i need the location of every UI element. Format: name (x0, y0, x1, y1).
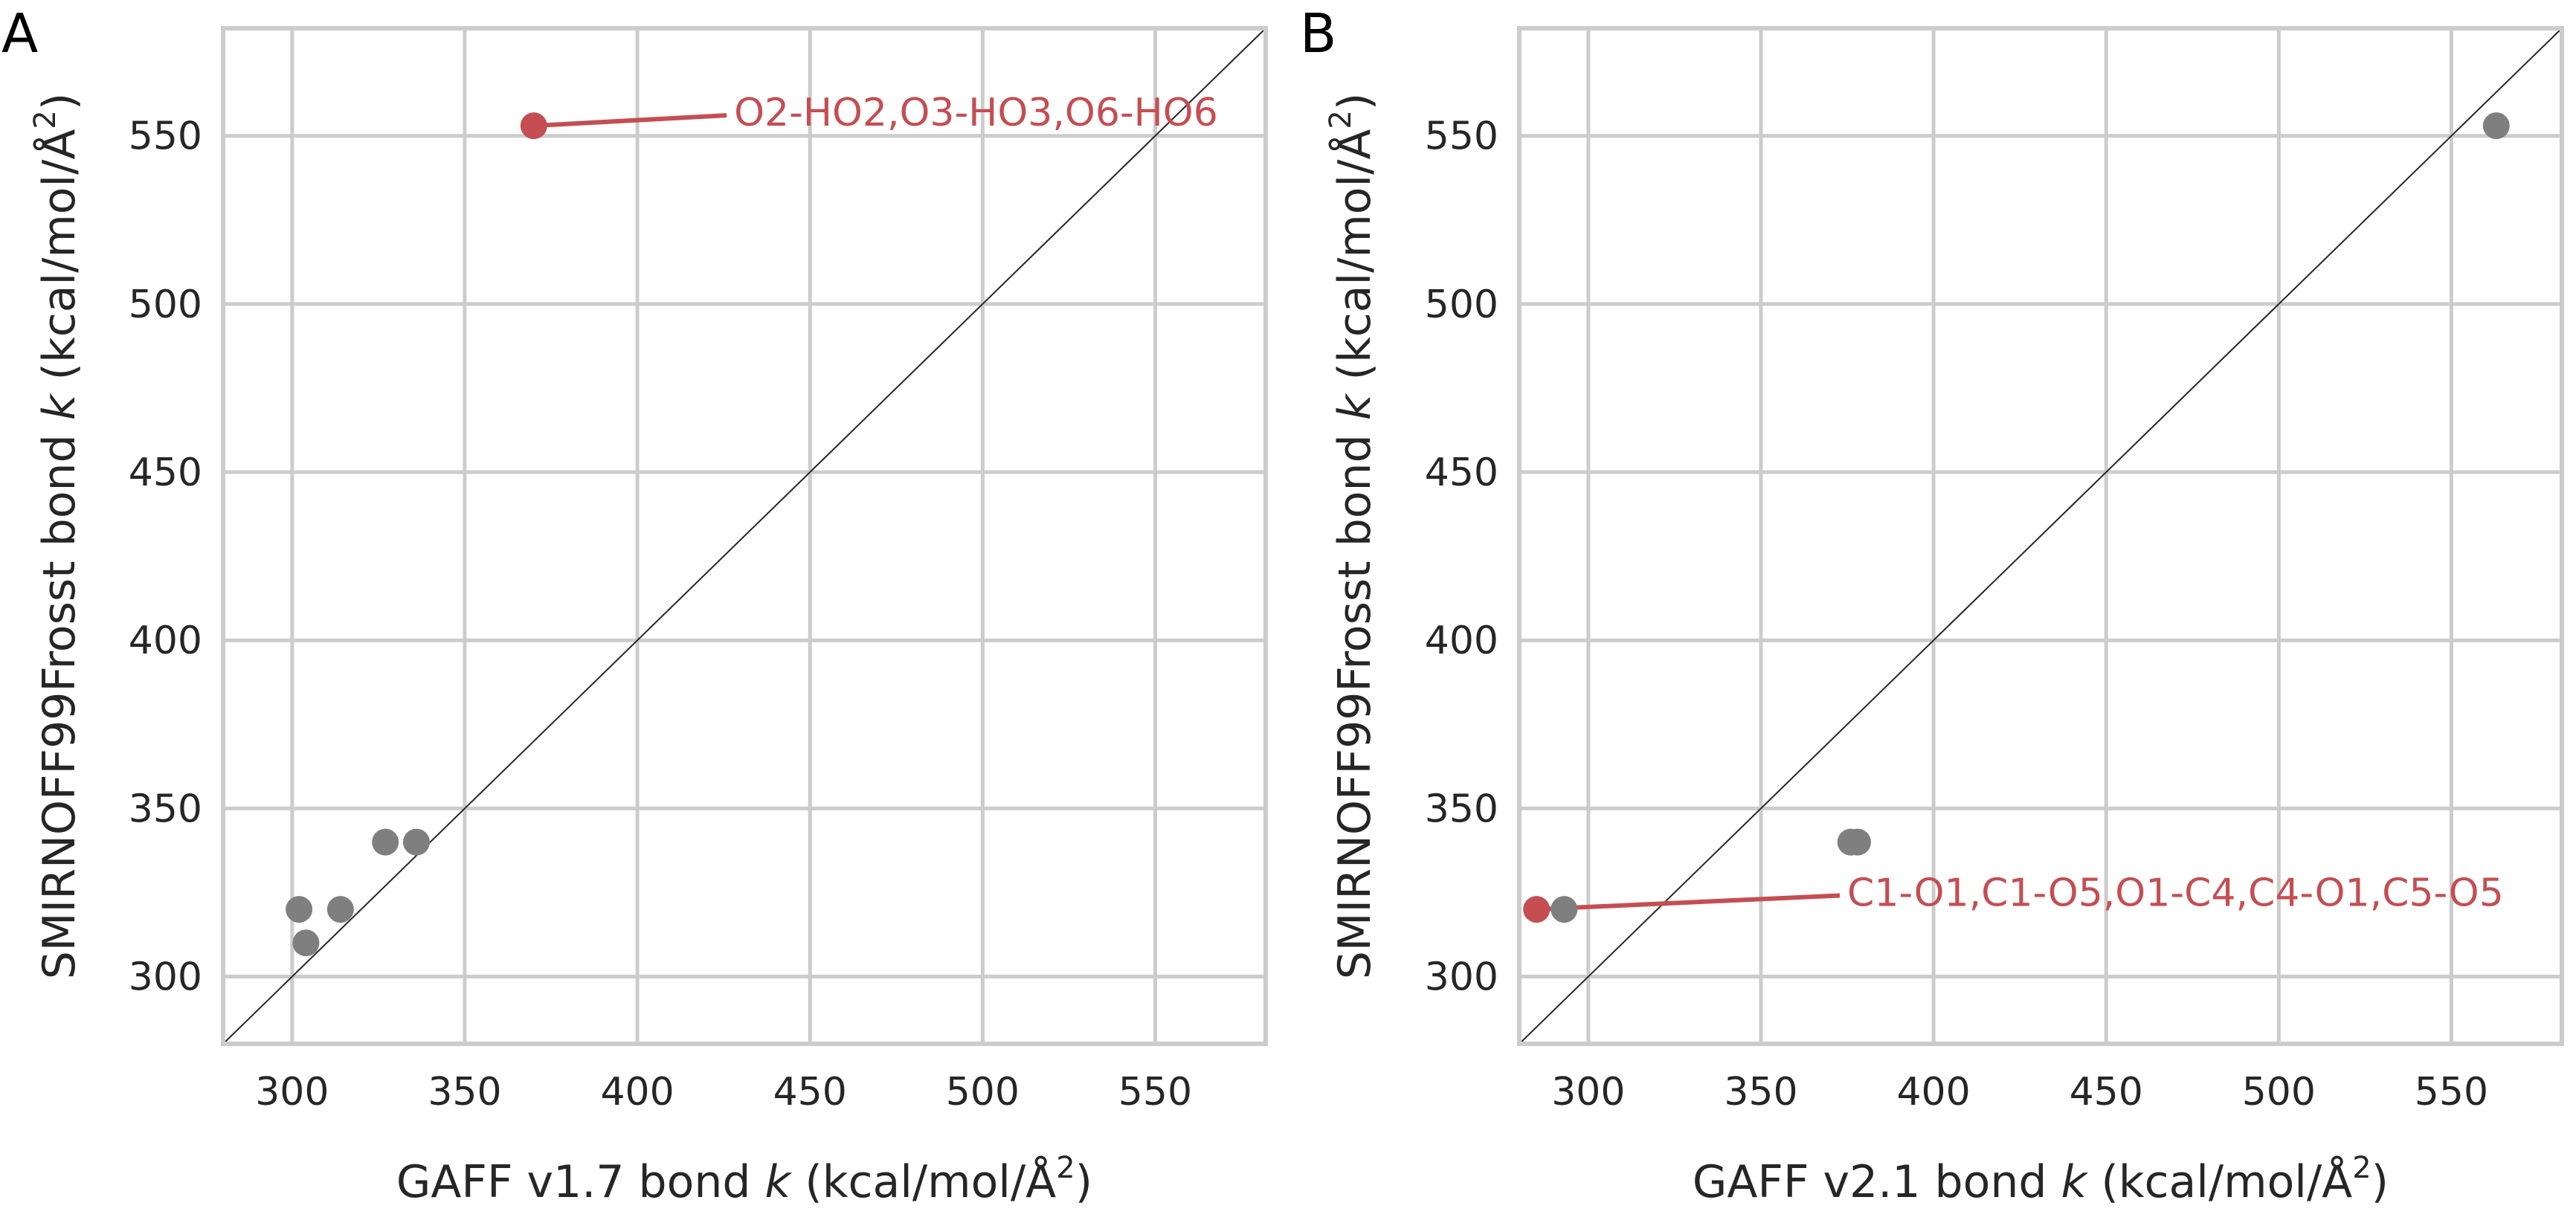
y-axis-label-unit: (kcal/mol/Å (33, 129, 86, 395)
y-tick-label: 400 (1425, 619, 1498, 663)
y-axis-label-k: k (33, 393, 86, 420)
x-tick-label: 500 (946, 1070, 1020, 1114)
y-tick-label: 550 (1425, 114, 1498, 159)
data-point (326, 896, 354, 923)
y-axis-label-superscript: 2 (1324, 110, 1358, 129)
highlighted-data-point (1523, 896, 1551, 923)
x-tick-label: 550 (1118, 1070, 1192, 1114)
annotation-leader-line (1536, 893, 1841, 912)
identity-line (1519, 28, 2563, 1045)
y-tick-label: 450 (129, 451, 202, 495)
x-tick-label: 400 (600, 1070, 674, 1114)
x-tick-label: 350 (428, 1070, 501, 1114)
y-axis-label-text: SMIRNOFF99Frosst bond (33, 420, 86, 979)
y-tick-label: 300 (129, 955, 202, 1000)
x-tick-label: 450 (2070, 1070, 2143, 1114)
x-tick-label: 500 (2242, 1070, 2316, 1114)
x-axis-label-superscript: 2 (1056, 1151, 1075, 1185)
annotation-label: O2-HO2,O3-HO3,O6-HO6 (734, 91, 1218, 135)
x-axis-label: GAFF v1.7 bond k (kcal/mol/Å2) (396, 1151, 1092, 1208)
x-tick-label: 550 (2415, 1070, 2488, 1114)
data-point (1844, 828, 1871, 856)
y-axis-label-close: ) (33, 93, 86, 110)
y-axis-label-superscript: 2 (28, 110, 62, 129)
x-axis-label-k: k (2061, 1156, 2089, 1208)
x-axis-label-unit: (kcal/mol/Å (2087, 1155, 2352, 1208)
x-axis-label-text: GAFF v2.1 bond (1693, 1156, 2061, 1208)
y-axis-label: SMIRNOFF99Frosst bond k (kcal/mol/Å2) (28, 93, 86, 980)
annotation-label: C1-O1,C1-O5,O1-C4,C4-O1,C5-O5 (1847, 871, 2504, 915)
data-point (286, 896, 313, 923)
x-axis-label-k: k (765, 1156, 793, 1208)
plot-frame (221, 26, 1268, 1046)
panel-label: A (1, 2, 38, 65)
data-point (2482, 112, 2510, 140)
x-axis-label-unit: (kcal/mol/Å (790, 1155, 1056, 1208)
x-axis-label-close: ) (1075, 1156, 1092, 1208)
plot-frame (1517, 26, 2564, 1046)
x-axis-label-text: GAFF v1.7 bond (396, 1156, 765, 1208)
panel-label: B (1300, 2, 1336, 65)
x-tick-label: 350 (1724, 1070, 1797, 1114)
highlighted-data-point (520, 112, 547, 140)
y-axis-label-text: SMIRNOFF99Frosst bond (1329, 420, 1381, 979)
x-axis-label: GAFF v2.1 bond k (kcal/mol/Å2) (1693, 1151, 2389, 1208)
y-tick-label: 550 (129, 114, 202, 159)
data-point (402, 828, 430, 856)
identity-line (222, 28, 1266, 1045)
data-point (292, 929, 320, 957)
y-tick-label: 300 (1425, 955, 1498, 1000)
y-axis-label: SMIRNOFF99Frosst bond k (kcal/mol/Å2) (1324, 93, 1381, 980)
data-point (1551, 896, 1578, 923)
y-tick-label: 500 (129, 283, 202, 327)
y-tick-label: 450 (1425, 451, 1498, 495)
x-axis-label-close: ) (2371, 1156, 2389, 1208)
annotation-leader-line (533, 113, 727, 129)
x-tick-label: 300 (1551, 1070, 1625, 1114)
y-tick-label: 350 (129, 787, 202, 831)
panel-a: 300 350 400 450 500 550 300 350 400 450 500 550 GAFF… (1, 2, 1268, 1208)
x-tick-label: 400 (1896, 1070, 1970, 1114)
y-axis-label-close: ) (1329, 93, 1381, 110)
data-point (372, 828, 399, 856)
x-tick-label: 300 (255, 1070, 329, 1114)
y-tick-label: 350 (1425, 787, 1498, 831)
y-axis-label-k: k (1329, 393, 1381, 420)
panel-b: 300 350 400 450 500 550 300 350 400 450 500 550 GAFF… (1300, 2, 2564, 1208)
y-tick-label: 400 (129, 619, 202, 663)
y-tick-label: 500 (1425, 283, 1498, 327)
x-tick-label: 450 (773, 1070, 847, 1114)
y-axis-label-unit: (kcal/mol/Å (1328, 129, 1381, 395)
x-axis-label-superscript: 2 (2352, 1151, 2371, 1185)
